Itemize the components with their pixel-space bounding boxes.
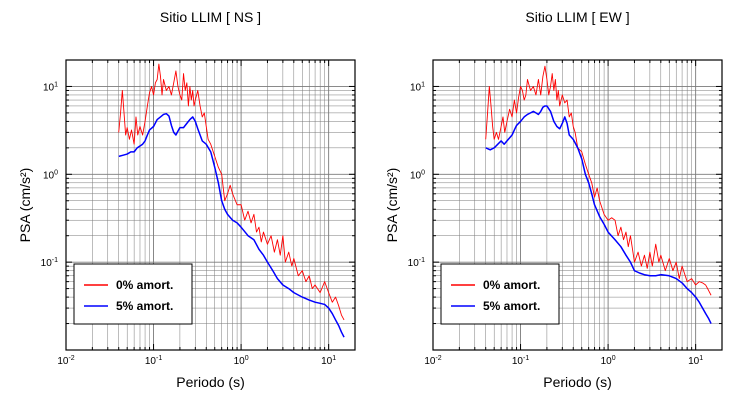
x-tick-label: 10-1 — [145, 355, 162, 367]
x-tick-label-base: 10 — [512, 356, 524, 367]
y-tick-label: 100 — [410, 169, 425, 181]
legend: 0% amort. 5% amort. — [73, 263, 193, 325]
x-tick-label: 101 — [321, 355, 336, 367]
legend-label: 0% amort. — [483, 278, 540, 292]
x-axis-label: Periodo (s) — [543, 374, 611, 390]
x-tick-label: 101 — [688, 355, 703, 367]
x-tick-label-exp: 1 — [699, 355, 703, 362]
y-tick-label-base: 10 — [408, 258, 420, 269]
y-tick-label-exp: -1 — [419, 257, 425, 264]
y-tick-label: 10-1 — [408, 257, 425, 269]
legend-label: 5% amort. — [116, 299, 173, 313]
legend-box — [440, 263, 560, 325]
series-line-undamped — [118, 63, 345, 321]
x-tick-label-exp: -2 — [68, 355, 74, 362]
series-line-undamped — [485, 65, 712, 296]
y-tick-label-exp: -1 — [52, 257, 58, 264]
x-tick-label-base: 10 — [601, 356, 613, 367]
chart-panel-2: Sitio LLIM [ EW ]10-2 10-1 100 10110-110010… — [384, 9, 723, 390]
y-axis-label: PSA (cm/s²) — [17, 168, 33, 243]
legend-label: 5% amort. — [483, 299, 540, 313]
x-tick-label: 100 — [234, 355, 249, 367]
x-tick-label-exp: -2 — [435, 355, 441, 362]
x-tick-label-exp: 0 — [245, 355, 249, 362]
x-tick-label-exp: -1 — [156, 355, 162, 362]
legend-box — [73, 263, 193, 325]
plot-frame — [432, 59, 723, 351]
legend-label: 0% amort. — [116, 278, 173, 292]
y-tick-label-base: 10 — [43, 170, 55, 181]
x-tick-label-base: 10 — [424, 356, 436, 367]
chart-title: Sitio LLIM [ NS ] — [160, 9, 261, 25]
x-tick-label: 100 — [601, 355, 616, 367]
x-axis-label: Periodo (s) — [176, 374, 244, 390]
plot-frame — [65, 59, 356, 351]
y-tick-label-base: 10 — [410, 82, 422, 93]
y-tick-label: 100 — [43, 169, 58, 181]
chart-title: Sitio LLIM [ EW ] — [525, 9, 629, 25]
y-tick-label-exp: 1 — [421, 81, 425, 88]
x-tick-label-exp: 0 — [612, 355, 616, 362]
x-tick-label-base: 10 — [321, 356, 333, 367]
x-tick-label: 10-1 — [512, 355, 529, 367]
grid — [65, 59, 356, 351]
x-tick-label-base: 10 — [688, 356, 700, 367]
x-tick-label-base: 10 — [145, 356, 157, 367]
y-tick-label: 101 — [43, 81, 58, 93]
chart-panel-1: Sitio LLIM [ NS ]10-2 10-1 100 10110-110010… — [17, 9, 356, 390]
y-tick-label-exp: 1 — [54, 81, 58, 88]
series-line-damped — [118, 112, 345, 338]
x-tick-label: 10-2 — [57, 355, 74, 367]
y-tick-label-base: 10 — [410, 170, 422, 181]
series-line-damped — [485, 105, 712, 324]
x-tick-label-exp: 1 — [332, 355, 336, 362]
y-tick-label-exp: 0 — [54, 169, 58, 176]
x-tick-label-base: 10 — [57, 356, 69, 367]
x-tick-label-exp: -1 — [523, 355, 529, 362]
x-tick-label: 10-2 — [424, 355, 441, 367]
legend: 0% amort. 5% amort. — [440, 263, 560, 325]
y-tick-label-base: 10 — [41, 258, 53, 269]
y-tick-label-base: 10 — [43, 82, 55, 93]
y-tick-label: 101 — [410, 81, 425, 93]
y-tick-label: 10-1 — [41, 257, 58, 269]
x-tick-label-base: 10 — [234, 356, 246, 367]
y-axis-label: PSA (cm/s²) — [384, 168, 400, 243]
y-tick-label-exp: 0 — [421, 169, 425, 176]
